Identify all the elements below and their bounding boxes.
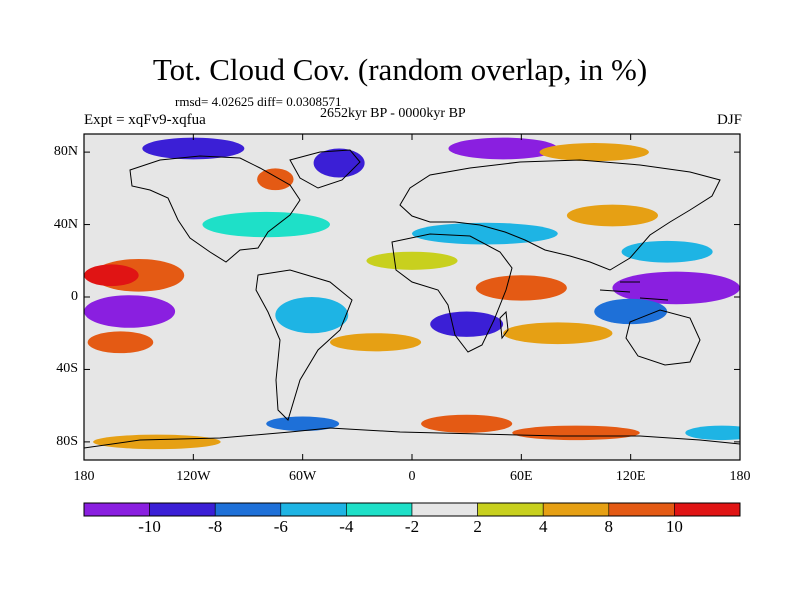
colorbar-cell [608,502,675,517]
anomaly-region [330,333,422,352]
lon-tick-label: 60E [510,469,533,484]
lon-tick-label: 180 [73,469,95,484]
colorbar-cell [477,502,544,517]
anomaly-region [257,168,294,191]
anomaly-region [475,275,567,301]
colorbar-cell [411,502,478,517]
anomaly-region [566,204,658,227]
lat-tick-label: 80S [56,433,78,449]
anomaly-region [366,251,458,270]
lon-tick-label: 0 [408,469,416,484]
colorbar-label: 4 [538,517,548,536]
colorbar-cell [542,502,610,517]
colorbar-cell [149,502,216,517]
colorbar-cell [674,502,741,517]
anomaly-region [685,425,740,441]
anomaly-region [275,297,349,334]
anomaly-fields [84,137,740,450]
anomaly-region [84,295,176,328]
lat-tick-label: 40S [56,361,78,377]
anomaly-region [612,271,740,305]
colorbar-cell [346,502,413,517]
anomaly-region [594,298,668,325]
anomaly-region [448,137,558,160]
coastlines [84,149,740,449]
lat-tick-label: 80N [53,144,78,160]
anomaly-region [421,414,513,433]
colorbar-cell [83,502,150,517]
anomaly-region [84,264,139,287]
season-label: DJF [716,112,742,128]
colorbar-label: 8 [604,517,614,536]
stats-label: rmsd= 4.02625 diff= 0.0308571 [175,94,342,109]
lon-tick-label: 120E [615,469,646,484]
period-label: 2652kyr BP - 0000kyr BP [320,106,466,121]
axis-ticks [83,134,741,460]
colorbar-cell [280,502,347,517]
anomaly-region [621,240,713,263]
lat-tick-label: 0 [71,289,78,304]
colorbar-label: -4 [339,517,354,536]
anomaly-region [202,211,330,238]
colorbar-label: 2 [473,517,482,536]
colorbar-cell [214,502,282,517]
anomaly-region [87,331,154,354]
anomaly-region [93,434,221,450]
colorbar-label: -8 [208,517,223,536]
colorbar-label: -2 [404,517,420,536]
lon-tick-label: 180 [729,469,751,484]
anomaly-region [142,137,245,160]
anomaly-region [539,143,649,162]
anomaly-region [266,416,340,432]
lat-tick-label: 40N [53,216,78,232]
anomaly-region [430,311,504,337]
map-title: Tot. Cloud Cov. (random overlap, in %) [152,52,648,87]
anomaly-region [503,322,613,345]
lon-tick-label: 60W [289,469,317,484]
lon-tick-label: 120W [176,469,211,484]
colorbar-label: -10 [138,517,161,536]
experiment-label: Expt = xqFv9-xqfua [84,112,206,128]
colorbar-label: 10 [665,517,683,536]
colorbar-label: -6 [273,517,288,536]
